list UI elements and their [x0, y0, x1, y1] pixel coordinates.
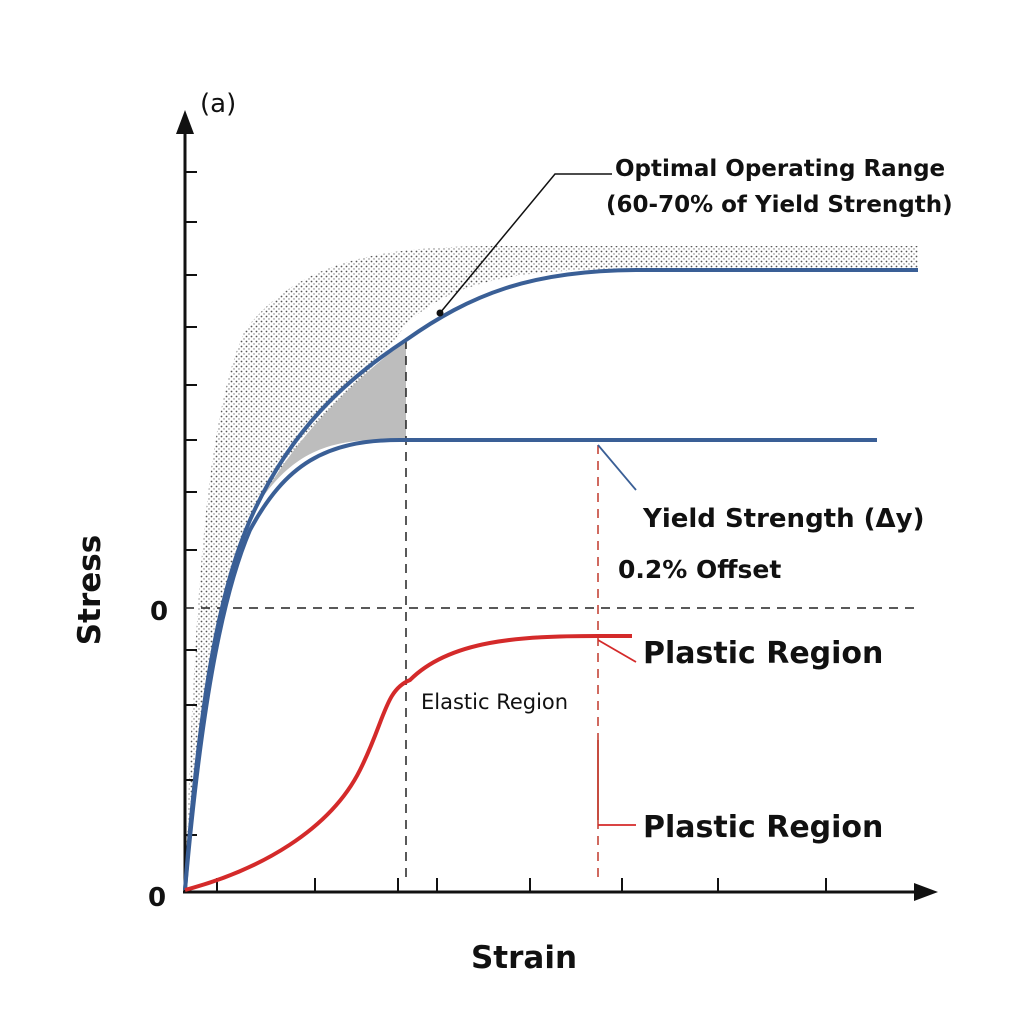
optimal-range-leader-dot: [436, 309, 444, 317]
plastic-region-2-label: Plastic Region: [643, 810, 883, 845]
plastic-region-1-label: Plastic Region: [643, 636, 883, 671]
optimal-range-leader: [439, 173, 612, 314]
panel-label: (a): [200, 89, 236, 119]
origin-zero-label: 0: [148, 883, 166, 913]
red-curve: [184, 634, 632, 892]
y-axis-arrow: [176, 110, 194, 134]
upper-blue-curve: [183, 268, 918, 891]
x-axis-label: Strain: [471, 940, 577, 976]
optimal-range-label-line1: Optimal Operating Range: [615, 156, 945, 182]
plastic-region-1-leader: [597, 639, 637, 663]
optimal-range-label-line2: (60-70% of Yield Strength): [606, 192, 953, 218]
yield-blue-curve: [183, 438, 877, 891]
yield-strength-label: Yield Strength (Δy): [642, 504, 925, 534]
yield-strength-leader: [597, 444, 637, 491]
offset-label: 0.2% Offset: [618, 555, 781, 584]
y-axis-mid-zero-label: 0: [150, 597, 168, 627]
x-axis-arrow: [914, 883, 938, 901]
shaded-wedge: [262, 340, 406, 498]
optimal-range-band: [185, 246, 918, 890]
elastic-region-label: Elastic Region: [421, 690, 568, 714]
axes: [176, 110, 938, 901]
y-axis-label: Stress: [72, 535, 108, 645]
